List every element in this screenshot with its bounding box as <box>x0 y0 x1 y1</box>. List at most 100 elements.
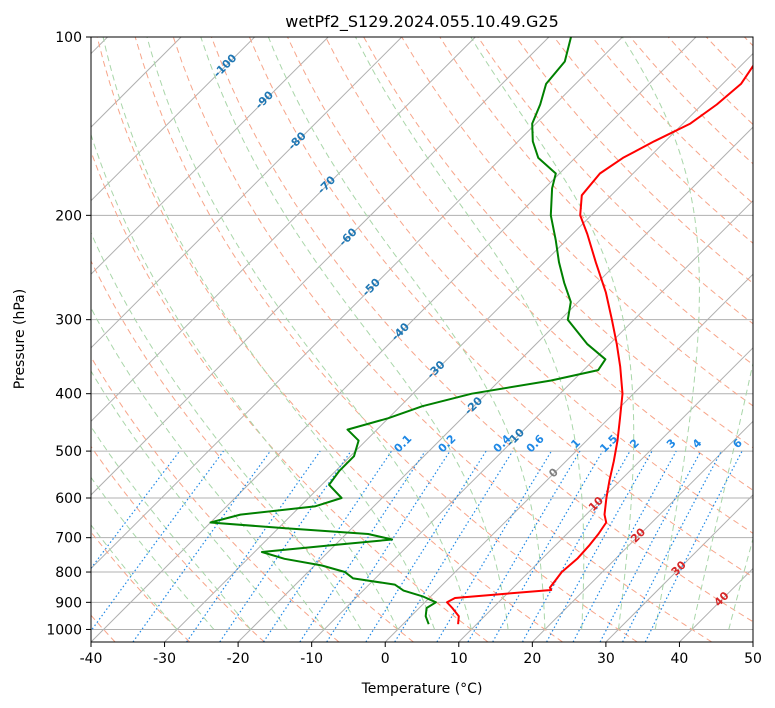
mixing-ratio-label: 6 <box>730 436 745 451</box>
dry-adiabat <box>515 37 753 284</box>
mixing-ratio-label: 4 <box>690 436 705 451</box>
y-axis-title: Pressure (hPa) <box>12 289 28 389</box>
temperature-profile-line <box>446 64 753 625</box>
isotherm-grid <box>91 37 753 642</box>
isotherm-line <box>91 37 550 496</box>
isotherm-line <box>458 347 753 642</box>
dry-adiabat <box>91 356 340 642</box>
isotherm-line <box>91 37 697 642</box>
moist-adiabat <box>91 370 288 630</box>
dry-adiabat <box>134 37 638 642</box>
dry-adiabat-label: -30 <box>424 358 447 381</box>
isotherm-line <box>91 37 476 423</box>
x-tick-label: 0 <box>381 651 390 667</box>
x-axis-ticks: -40 -30 -20 -10 0 10 20 30 40 50 <box>80 642 762 667</box>
mixing-ratio-line <box>299 450 426 642</box>
dewpoint-profile-line <box>209 37 607 625</box>
moist-adiabat <box>621 37 700 630</box>
isotherm-line <box>91 37 256 202</box>
moist-adiabat <box>200 37 509 630</box>
dry-adiabat <box>91 445 265 642</box>
isotherm-line <box>164 52 753 642</box>
y-tick-label: 800 <box>55 565 82 581</box>
mixing-ratio-label: 3 <box>664 436 679 451</box>
dry-adiabat <box>667 37 753 126</box>
isotherm-line <box>237 126 753 642</box>
moist-adiabat <box>267 37 546 630</box>
moist-adiabat <box>91 476 215 630</box>
chart-title: wetPf2_S129.2024.055.10.49.G25 <box>285 12 559 32</box>
moist-adiabat <box>355 37 585 630</box>
mixing-ratio-line <box>91 450 181 570</box>
profile-series <box>209 37 753 625</box>
mixing-ratio-label: 0.1 <box>391 432 414 455</box>
dry-adiabat-label: 0 <box>546 465 561 480</box>
dry-adiabat <box>705 37 753 86</box>
dry-adiabat <box>325 37 753 491</box>
y-tick-label: 1000 <box>46 622 82 638</box>
y-tick-label: 200 <box>55 208 82 224</box>
y-tick-label: 600 <box>55 491 82 507</box>
x-tick-label: -20 <box>227 651 250 667</box>
x-tick-label: 50 <box>744 651 762 667</box>
dry-adiabat-lines <box>91 37 753 642</box>
isotherm-line <box>752 641 753 642</box>
mixing-ratio-line <box>91 450 224 632</box>
isotherm-line <box>384 273 753 642</box>
dry-adiabat <box>96 37 563 642</box>
moist-adiabat <box>91 231 362 630</box>
isotherm-line <box>91 37 329 275</box>
mixing-ratio-line <box>546 450 653 642</box>
x-tick-label: -30 <box>153 651 176 667</box>
y-tick-label: 100 <box>55 30 82 46</box>
mixing-ratio-label: 1 <box>568 436 583 451</box>
moist-adiabat <box>691 360 753 630</box>
mixing-ratio-line <box>572 450 677 642</box>
isotherm-line <box>91 37 403 349</box>
mixing-ratio-label: 8 <box>760 436 775 451</box>
dry-adiabat <box>91 531 191 642</box>
y-tick-label: 400 <box>55 387 82 403</box>
mixing-ratio-line <box>326 450 451 642</box>
isobar-grid <box>91 37 753 630</box>
dry-adiabat <box>210 37 753 623</box>
x-tick-label: 30 <box>597 651 615 667</box>
moist-adiabat <box>102 37 436 630</box>
dry-adiabat <box>287 37 753 534</box>
isotherm-line <box>311 199 753 642</box>
y-tick-label: 900 <box>55 595 82 611</box>
moist-adiabat-lines <box>91 37 753 630</box>
moist-adiabat <box>146 37 472 630</box>
y-tick-label: 700 <box>55 531 82 547</box>
x-tick-label: -10 <box>300 651 323 667</box>
isotherm-line <box>605 494 753 642</box>
isotherm-line <box>679 567 753 642</box>
dry-adiabat <box>553 37 753 244</box>
x-tick-label: 10 <box>450 651 468 667</box>
moist-adiabat <box>91 307 325 630</box>
mixing-ratio-line <box>262 450 392 642</box>
x-tick-label: 20 <box>523 651 541 667</box>
x-tick-label: -40 <box>80 651 103 667</box>
moist-adiabat <box>470 37 635 630</box>
y-tick-label: 300 <box>55 313 82 329</box>
mixing-ratio-line <box>132 450 271 642</box>
isotherm-line <box>531 420 753 642</box>
mixing-ratio-line <box>186 450 321 642</box>
y-axis-ticks: 100 200 300 400 500 600 700 800 900 1000 <box>46 30 91 638</box>
dry-adiabat-label: -50 <box>360 276 383 299</box>
mixing-ratio-line <box>521 450 631 642</box>
moist-adiabat <box>728 536 753 630</box>
moist-adiabat <box>91 133 399 630</box>
mixing-ratio-line <box>436 450 553 642</box>
y-tick-label: 500 <box>55 444 82 460</box>
mixing-ratio-label: 0.6 <box>524 432 547 455</box>
mixing-ratio-lines <box>91 450 743 642</box>
dry-adiabat <box>172 37 713 642</box>
isotherm-line <box>91 37 623 570</box>
plot-frame <box>90 36 754 643</box>
mixing-ratio-label: 2 <box>627 436 642 451</box>
moist-adiabat <box>91 524 178 630</box>
